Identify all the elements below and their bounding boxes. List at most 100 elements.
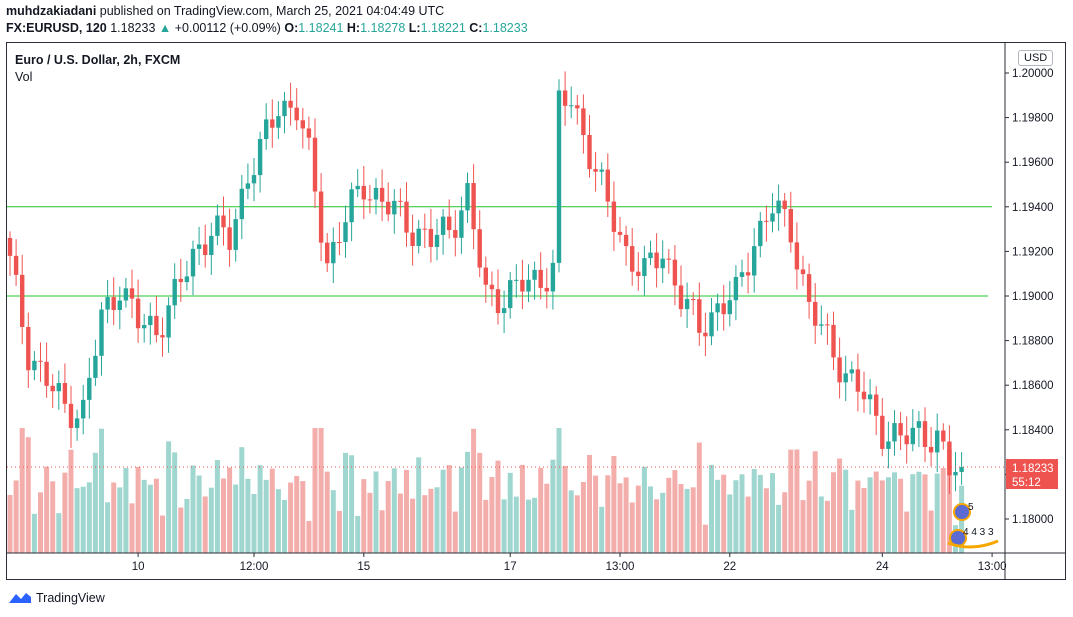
volume-bar [898, 478, 904, 553]
candle [196, 226, 202, 265]
time-axis: 10 12:00 15 17 13:00 22 24 13:00 [132, 553, 1007, 573]
candle [886, 421, 891, 469]
volume-bar [922, 474, 928, 553]
candle [508, 272, 513, 319]
series-title[interactable]: Euro / U.S. Dollar, 2h, FXCM [15, 53, 181, 67]
candle [874, 386, 879, 435]
volume-bar [233, 484, 239, 553]
candle [190, 240, 196, 296]
candle [465, 172, 470, 223]
candle [928, 427, 934, 467]
volume-bar [489, 476, 495, 553]
candle [129, 269, 135, 319]
volume-bar [617, 483, 623, 553]
candle [13, 239, 19, 286]
volume-bar [904, 511, 910, 553]
volume-bar [294, 476, 300, 553]
price-tick-label: 1.19600 [1012, 157, 1054, 169]
volume-bar [727, 494, 733, 553]
candle [794, 222, 800, 290]
volume-bar [196, 475, 202, 553]
candle [325, 233, 330, 273]
candle [678, 265, 684, 317]
candle [288, 82, 293, 126]
volume-bar [263, 479, 269, 553]
candle [245, 163, 251, 200]
time-tick-label: 13:00 [978, 561, 1007, 573]
candle [855, 353, 861, 412]
candle [721, 284, 726, 331]
volume-bar [416, 457, 422, 553]
volume-bar [831, 472, 836, 553]
volume-bar [873, 471, 879, 553]
candle [300, 107, 305, 149]
candle [99, 302, 104, 376]
volume-bar [56, 513, 62, 553]
candles [7, 71, 964, 495]
candle [562, 71, 568, 126]
volume-bar [129, 503, 135, 553]
event-markers[interactable]: 5 4 4 3 3 [947, 502, 999, 549]
candle [26, 312, 31, 389]
candle [434, 218, 440, 261]
volume-bar [879, 480, 885, 553]
candle [788, 191, 793, 253]
volume-bar [544, 483, 550, 553]
publisher-name[interactable]: muhdzakiadani [6, 4, 97, 18]
volume-bar [519, 464, 525, 553]
open-label: O: [284, 21, 299, 35]
candle [160, 317, 165, 357]
price-tick-label: 1.19800 [1012, 113, 1054, 125]
volume-bar [31, 513, 37, 553]
volume-bar [111, 482, 117, 553]
open-value: 1.18241 [298, 21, 344, 35]
candle [800, 255, 806, 286]
candle [148, 302, 153, 345]
volume-bar [934, 473, 940, 553]
volume-bar [227, 467, 233, 553]
candle [715, 293, 720, 331]
candle [50, 374, 55, 408]
candle [306, 116, 312, 150]
symbol-name: FX:EURUSD, 120 [6, 21, 107, 35]
volume-bar [312, 428, 318, 553]
volume-bar [422, 495, 428, 553]
candle [209, 222, 214, 275]
candle [233, 208, 238, 262]
price-tick-label: 1.18400 [1012, 425, 1054, 437]
volume-bar [166, 441, 172, 553]
volume-bar [404, 469, 409, 553]
candle [648, 240, 653, 265]
volume-bar [782, 492, 788, 553]
volume-label[interactable]: Vol [15, 70, 33, 84]
candle [575, 94, 580, 125]
volume-bar [202, 496, 208, 553]
candle [898, 411, 903, 451]
candle [666, 249, 671, 274]
chart-frame[interactable] [6, 42, 1066, 580]
volume-bar [178, 507, 184, 553]
candle [62, 363, 68, 413]
volume-bar [928, 510, 934, 553]
volume-bar [190, 465, 196, 553]
volume-bar [684, 488, 690, 553]
candle [392, 189, 397, 234]
candle [581, 94, 586, 154]
volume-bar [532, 497, 538, 553]
candle [867, 379, 873, 415]
time-tick-label: 10 [132, 561, 145, 573]
volume-bar [495, 460, 501, 553]
candle [38, 342, 43, 382]
volume-bar [38, 492, 43, 553]
candle [142, 313, 147, 343]
volume-bar [806, 480, 812, 553]
up-arrow-icon: ▲ [158, 21, 172, 35]
footer-brand[interactable]: TradingView [8, 591, 105, 605]
volume-bar [288, 482, 294, 553]
candle [386, 182, 391, 222]
volume-bar [86, 482, 92, 553]
currency-button[interactable]: USD [1018, 50, 1054, 66]
price-tick-label: 1.19400 [1012, 202, 1054, 214]
volume-bar [843, 469, 849, 553]
